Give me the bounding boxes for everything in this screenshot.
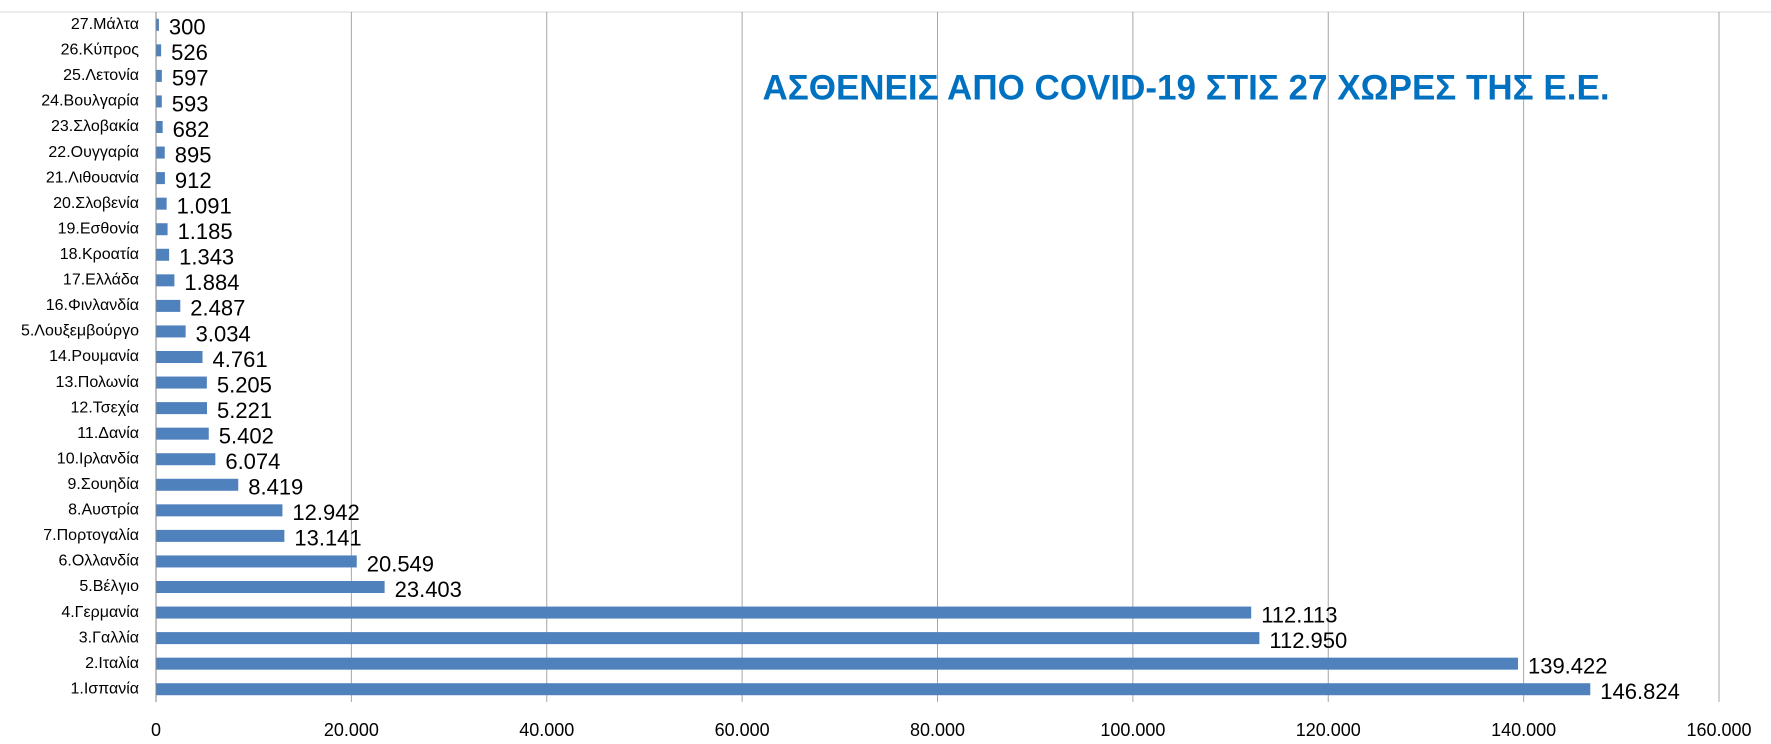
y-tick-label: 24.Βουλγαρία <box>41 93 139 110</box>
bar <box>156 18 159 31</box>
bar <box>156 632 1260 645</box>
data-label: 2.487 <box>190 296 245 321</box>
x-tick-label: 140.000 <box>1491 720 1556 740</box>
data-label: 20.549 <box>367 551 434 576</box>
data-label: 146.824 <box>1600 679 1680 704</box>
data-label: 1.185 <box>178 219 233 244</box>
data-label: 682 <box>173 117 210 142</box>
x-tick-label: 80.000 <box>910 720 965 740</box>
data-label: 112.113 <box>1261 602 1337 627</box>
y-tick-label: 25.Λετονία <box>63 67 139 84</box>
y-tick-label: 2.Ιταλία <box>85 655 139 672</box>
bar <box>156 299 181 312</box>
data-label: 597 <box>172 66 209 91</box>
data-label: 23.403 <box>395 577 462 602</box>
y-tick-label: 13.Πολωνία <box>56 374 139 391</box>
bar <box>156 376 207 389</box>
bars: 1.Ισπανία 146.824 2.Ιταλία 139.422 3.Γαλλία 1… <box>21 12 1680 704</box>
bar <box>156 555 357 568</box>
y-tick-label: 1.Ισπανία <box>70 680 139 697</box>
y-tick-label: 18.Κροατία <box>60 246 139 263</box>
bar <box>156 606 1252 619</box>
bar <box>156 581 385 593</box>
bar <box>156 95 162 108</box>
y-tick-label: 11.Δανία <box>77 425 139 442</box>
bar <box>156 453 216 466</box>
y-tick-label: 4.Γερμανία <box>61 604 139 621</box>
bar <box>156 504 283 517</box>
x-tick-label: 120.000 <box>1296 720 1361 740</box>
bar <box>156 683 1591 696</box>
chart-title: ΑΣΘΕΝΕΙΣ ΑΠΟ COVID-19 ΣΤΙΣ 27 ΧΩΡΕΣ ΤΗΣ … <box>762 68 1609 107</box>
y-tick-label: 27.Μάλτα <box>71 16 139 33</box>
data-label: 6.074 <box>225 449 280 474</box>
data-label: 526 <box>171 40 208 65</box>
bar <box>156 121 163 133</box>
y-tick-label: 16.Φινλανδία <box>46 297 139 314</box>
bar <box>156 657 1518 670</box>
y-tick-label: 5.Λουξεμβούργο <box>21 323 139 340</box>
x-tick-label: 160.000 <box>1686 720 1751 740</box>
grid: 0 20.000 40.000 60.000 80.000 100.000 120.000 1… <box>151 12 1752 740</box>
bar <box>156 69 162 82</box>
y-tick-label: 9.Σουηδία <box>68 476 140 493</box>
y-tick-label: 14.Ρουμανία <box>49 348 139 365</box>
y-tick-label: 12.Τσεχία <box>71 399 139 416</box>
bar <box>156 478 239 491</box>
data-label: 5.221 <box>217 398 272 423</box>
bar <box>156 351 203 363</box>
bar <box>156 197 167 210</box>
y-tick-label: 3.Γαλλία <box>79 629 139 646</box>
data-label: 895 <box>175 142 212 167</box>
y-tick-label: 5.Βέλγιο <box>79 578 139 595</box>
bar <box>156 402 208 415</box>
bar <box>156 146 165 159</box>
data-label: 3.034 <box>196 321 251 346</box>
x-tick-label: 60.000 <box>715 720 770 740</box>
y-tick-label: 19.Εσθονία <box>58 220 139 237</box>
y-tick-label: 17.Ελλάδα <box>63 272 139 289</box>
y-tick-label: 20.Σλοβενία <box>53 195 139 212</box>
x-tick-label: 0 <box>151 720 161 740</box>
data-label: 300 <box>169 15 206 40</box>
data-label: 912 <box>175 168 212 193</box>
data-label: 13.141 <box>294 526 361 551</box>
bar <box>156 223 168 236</box>
y-tick-label: 6.Ολλανδία <box>58 553 139 570</box>
data-label: 4.761 <box>213 347 268 372</box>
bar <box>156 248 170 261</box>
y-tick-label: 22.Ουγγαρία <box>48 144 139 161</box>
bar <box>156 274 175 287</box>
bar <box>156 529 285 542</box>
bar <box>156 427 209 440</box>
data-label: 1.343 <box>179 245 234 270</box>
y-tick-label: 21.Λιθουανία <box>46 169 139 186</box>
x-tick-label: 100.000 <box>1100 720 1165 740</box>
data-label: 112.950 <box>1269 628 1347 653</box>
bar <box>156 44 162 57</box>
data-label: 1.091 <box>177 193 232 218</box>
y-tick-label: 7.Πορτογαλία <box>43 527 139 544</box>
data-label: 5.402 <box>219 423 274 448</box>
data-label: 139.422 <box>1528 653 1608 678</box>
y-tick-label: 26.Κύπρος <box>61 42 140 59</box>
y-tick-label: 10.Ιρλανδία <box>57 450 139 467</box>
data-label: 8.419 <box>248 475 303 500</box>
bar <box>156 172 165 185</box>
y-tick-label: 8.Αυστρία <box>68 502 139 519</box>
data-label: 12.942 <box>292 500 359 525</box>
y-tick-label: 23.Σλοβακία <box>51 118 139 135</box>
data-label: 5.205 <box>217 372 272 397</box>
x-tick-label: 20.000 <box>324 720 379 740</box>
data-label: 1.884 <box>184 270 239 295</box>
bar <box>156 325 186 338</box>
data-label: 593 <box>172 91 209 116</box>
x-tick-label: 40.000 <box>519 720 574 740</box>
